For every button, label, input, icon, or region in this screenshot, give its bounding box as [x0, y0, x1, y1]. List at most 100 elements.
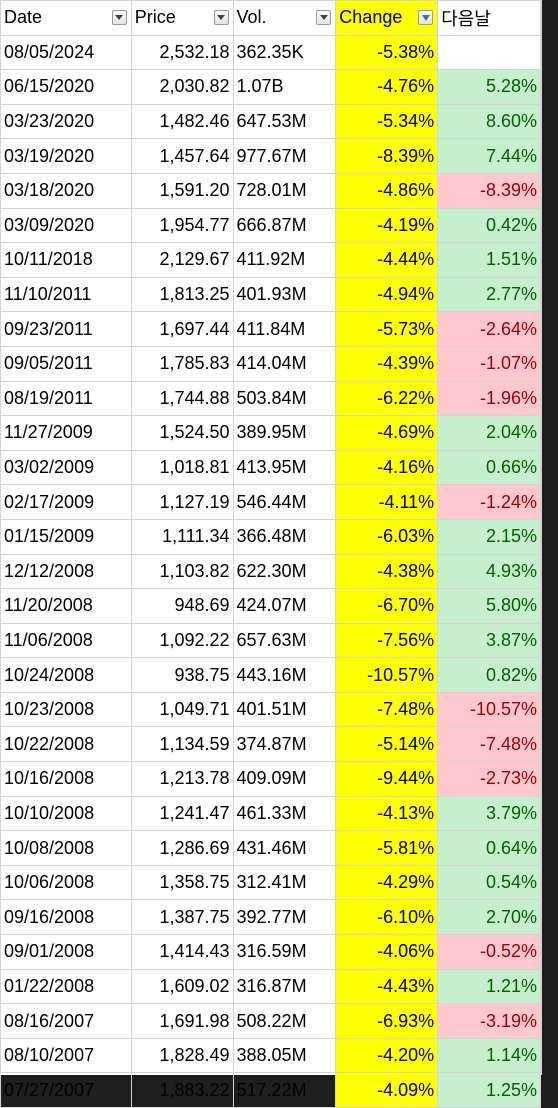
cell-vol[interactable]: 374.87M [232, 726, 337, 763]
cell-next-day[interactable]: 2.70% [437, 899, 541, 936]
cell-change[interactable]: -4.86% [335, 172, 439, 209]
cell-price[interactable]: 1,591.20 [130, 172, 234, 209]
cell-change[interactable]: -8.39% [335, 138, 439, 174]
cell-vol[interactable]: 414.04M [232, 345, 337, 382]
cell-change[interactable]: -4.16% [335, 449, 439, 486]
cell-change[interactable]: -5.81% [335, 830, 439, 866]
cell-next-day[interactable]: 8.60% [437, 103, 541, 140]
cell-price[interactable]: 1,213.78 [130, 761, 234, 797]
cell-date[interactable]: 11/10/2011 [0, 276, 132, 313]
cell-price[interactable]: 1,457.64 [130, 138, 234, 174]
cell-change[interactable]: -4.13% [335, 795, 439, 832]
cell-date[interactable]: 01/22/2008 [0, 968, 132, 1005]
cell-date[interactable]: 03/18/2020 [0, 172, 132, 209]
cell-change[interactable]: -6.03% [335, 518, 439, 555]
cell-next-day[interactable]: 2.15% [437, 518, 541, 555]
cell-change[interactable]: -5.38% [335, 34, 439, 71]
cell-date[interactable]: 07/27/2007 [0, 1072, 132, 1108]
cell-vol[interactable]: 424.07M [232, 588, 337, 624]
cell-next-day[interactable]: 2.77% [437, 276, 541, 313]
cell-change[interactable]: -4.43% [335, 968, 439, 1005]
cell-price[interactable]: 1,092.22 [130, 622, 234, 659]
cell-vol[interactable]: 401.93M [232, 276, 337, 313]
cell-next-day[interactable]: 3.79% [437, 795, 541, 832]
cell-change[interactable]: -4.20% [335, 1037, 439, 1074]
cell-vol[interactable]: 411.84M [232, 311, 337, 347]
cell-date[interactable]: 03/23/2020 [0, 103, 132, 140]
cell-next-day[interactable]: -7.48% [437, 726, 541, 763]
cell-vol[interactable]: 431.46M [232, 830, 337, 866]
cell-vol[interactable]: 362.35K [232, 34, 337, 71]
cell-price[interactable]: 1,524.50 [130, 415, 234, 451]
price-filter-dropdown-icon[interactable] [213, 10, 229, 25]
cell-next-day[interactable]: 0.64% [437, 830, 541, 866]
cell-change[interactable]: -9.44% [335, 761, 439, 797]
cell-vol[interactable]: 546.44M [232, 484, 337, 520]
cell-next-day[interactable]: 4.93% [437, 553, 541, 590]
cell-next-day[interactable]: 0.42% [437, 207, 541, 244]
cell-price[interactable]: 2,532.18 [130, 34, 234, 71]
cell-change[interactable]: -5.73% [335, 311, 439, 347]
cell-vol[interactable]: 622.30M [232, 553, 337, 590]
cell-next-day[interactable]: 3.87% [437, 622, 541, 659]
cell-next-day[interactable]: -1.96% [437, 380, 541, 417]
cell-vol[interactable]: 977.67M [232, 138, 337, 174]
cell-next-day[interactable]: 7.44% [437, 138, 541, 174]
cell-price[interactable]: 938.75 [130, 657, 234, 693]
cell-price[interactable]: 1,883.22 [130, 1072, 234, 1108]
cell-change[interactable]: -6.70% [335, 588, 439, 624]
cell-date[interactable]: 12/12/2008 [0, 553, 132, 590]
cell-price[interactable]: 1,744.88 [130, 380, 234, 417]
cell-date[interactable]: 08/10/2007 [0, 1037, 132, 1074]
cell-price[interactable]: 1,828.49 [130, 1037, 234, 1074]
cell-change[interactable]: -7.56% [335, 622, 439, 659]
cell-vol[interactable]: 316.87M [232, 968, 337, 1005]
cell-change[interactable]: -4.19% [335, 207, 439, 244]
cell-next-day[interactable]: 1.25% [437, 1072, 541, 1108]
change-filter-active-icon[interactable] [418, 10, 434, 25]
cell-vol[interactable]: 1.07B [232, 69, 337, 105]
cell-vol[interactable]: 666.87M [232, 207, 337, 244]
cell-date[interactable]: 03/09/2020 [0, 207, 132, 244]
cell-change[interactable]: -5.34% [335, 103, 439, 140]
cell-next-day[interactable]: -1.24% [437, 484, 541, 520]
cell-vol[interactable]: 312.41M [232, 864, 337, 901]
cell-date[interactable]: 09/16/2008 [0, 899, 132, 936]
cell-next-day[interactable]: 1.51% [437, 242, 541, 278]
cell-change[interactable]: -4.69% [335, 415, 439, 451]
cell-change[interactable]: -4.44% [335, 242, 439, 278]
cell-price[interactable]: 1,134.59 [130, 726, 234, 763]
cell-change[interactable]: -4.39% [335, 345, 439, 382]
cell-date[interactable]: 11/27/2009 [0, 415, 132, 451]
cell-price[interactable]: 1,241.47 [130, 795, 234, 832]
cell-price[interactable]: 1,785.83 [130, 345, 234, 382]
cell-vol[interactable]: 728.01M [232, 172, 337, 209]
cell-next-day[interactable]: -2.73% [437, 761, 541, 797]
cell-vol[interactable]: 461.33M [232, 795, 337, 832]
cell-next-day[interactable] [437, 34, 541, 71]
cell-next-day[interactable]: -8.39% [437, 172, 541, 209]
cell-change[interactable]: -6.10% [335, 899, 439, 936]
cell-vol[interactable]: 443.16M [232, 657, 337, 693]
cell-date[interactable]: 01/15/2009 [0, 518, 132, 555]
cell-change[interactable]: -6.93% [335, 1003, 439, 1039]
cell-date[interactable]: 10/22/2008 [0, 726, 132, 763]
cell-price[interactable]: 1,697.44 [130, 311, 234, 347]
cell-date[interactable]: 03/02/2009 [0, 449, 132, 486]
cell-date[interactable]: 10/23/2008 [0, 691, 132, 728]
cell-change[interactable]: -4.29% [335, 864, 439, 901]
cell-next-day[interactable]: 0.82% [437, 657, 541, 693]
cell-date[interactable]: 10/11/2018 [0, 242, 132, 278]
cell-change[interactable]: -4.38% [335, 553, 439, 590]
cell-price[interactable]: 1,414.43 [130, 934, 234, 970]
cell-price[interactable]: 1,049.71 [130, 691, 234, 728]
cell-next-day[interactable]: 1.21% [437, 968, 541, 1005]
cell-next-day[interactable]: -10.57% [437, 691, 541, 728]
cell-price[interactable]: 1,813.25 [130, 276, 234, 313]
cell-date[interactable]: 08/16/2007 [0, 1003, 132, 1039]
cell-next-day[interactable]: 5.28% [437, 69, 541, 105]
cell-vol[interactable]: 388.05M [232, 1037, 337, 1074]
cell-price[interactable]: 1,387.75 [130, 899, 234, 936]
cell-date[interactable]: 09/23/2011 [0, 311, 132, 347]
cell-date[interactable]: 08/19/2011 [0, 380, 132, 417]
